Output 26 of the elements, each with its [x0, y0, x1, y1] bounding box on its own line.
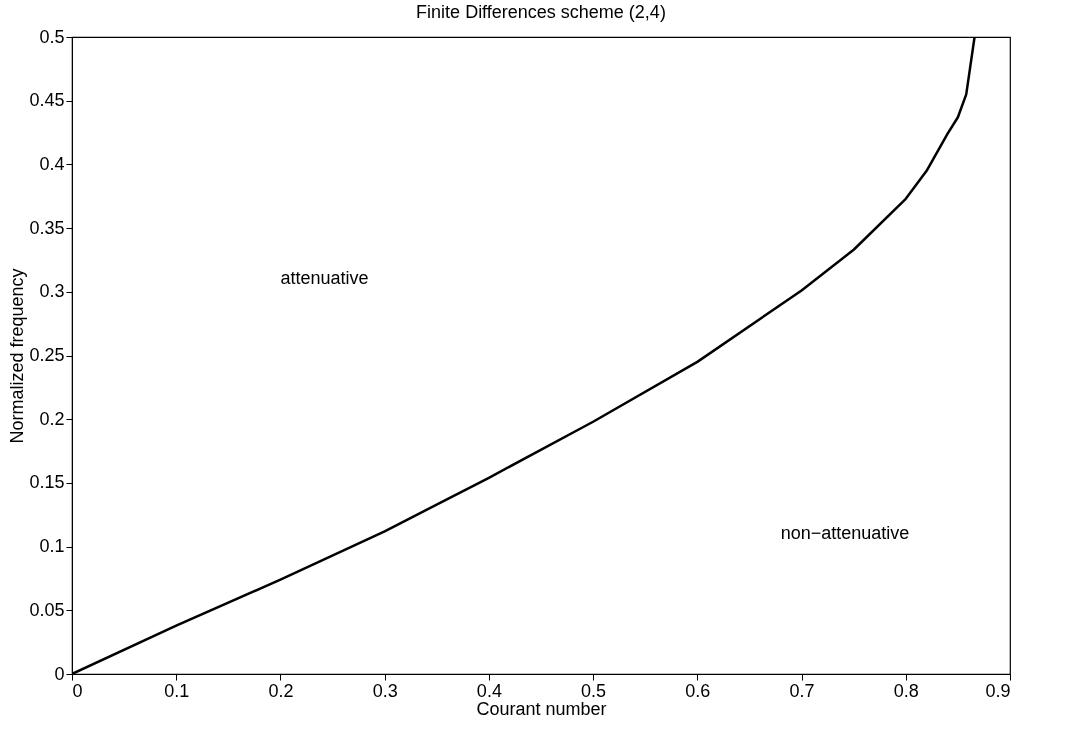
x-tick-label: 0 [72, 680, 83, 701]
annotation: non−attenuative [780, 522, 910, 543]
x-tick-label: 0.9 [985, 680, 1011, 701]
y-tick-label: 0.35 [29, 217, 65, 238]
y-tick-label: 0.5 [39, 26, 65, 47]
x-axis-title: Courant number [476, 698, 607, 719]
y-tick-label: 0.45 [29, 90, 65, 111]
y-tick-label: 0.25 [29, 345, 65, 365]
y-tick-label: 0 [54, 663, 65, 684]
x-tick-label: 0.1 [164, 680, 190, 701]
x-tick-label: 0.3 [372, 680, 398, 701]
x-tick-label: 0.6 [685, 680, 711, 701]
y-tick-label: 0.4 [39, 153, 65, 174]
y-tick-label: 0.15 [29, 472, 65, 493]
y-tick-label: 0.1 [39, 536, 65, 557]
chart-title: Finite Differences scheme (2,4) [416, 2, 666, 22]
x-tick-label: 0.5 [581, 680, 607, 701]
x-tick-label: 0.2 [268, 680, 294, 701]
y-axis-title: Normalized frequency [7, 268, 28, 444]
y-tick-label: 0.05 [29, 599, 65, 620]
y-tick-label: 0.2 [39, 408, 65, 429]
x-tick-label: 0.4 [476, 680, 502, 701]
x-tick-label: 0.7 [789, 680, 815, 701]
x-tick-label: 0.8 [893, 680, 919, 701]
annotation: attenuative [280, 268, 369, 289]
y-tick-label: 0.3 [39, 281, 65, 302]
